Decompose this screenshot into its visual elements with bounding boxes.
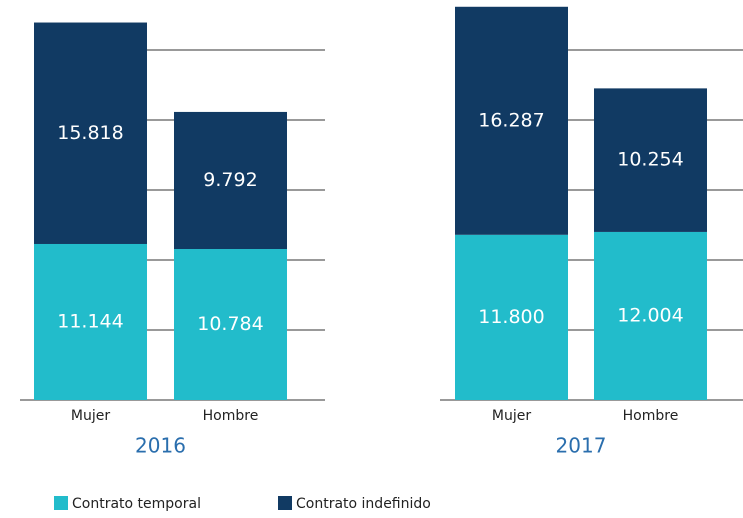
bar-segment (455, 234, 568, 400)
bar-segment (594, 88, 707, 232)
x-tick-label: Hombre (623, 408, 679, 424)
bar-segment (34, 243, 147, 400)
bar-segment (174, 111, 287, 250)
value-label: 10.254 (617, 149, 683, 171)
legend-label: Contrato indefinido (296, 496, 431, 512)
bar-segment (594, 231, 707, 400)
chart-title: 2016 (135, 434, 186, 458)
x-tick-label: Hombre (203, 408, 259, 424)
value-label: 12.004 (617, 304, 683, 326)
value-label: 11.800 (478, 306, 544, 328)
legend-label: Contrato temporal (72, 496, 201, 512)
legend-swatch (278, 496, 292, 510)
x-tick-label: Mujer (492, 408, 531, 424)
value-label: 16.287 (478, 109, 544, 131)
value-label: 10.784 (197, 313, 263, 335)
legend-swatch (54, 496, 68, 510)
value-label: 15.818 (57, 122, 123, 144)
chart-title: 2017 (556, 434, 607, 458)
value-label: 9.792 (203, 169, 257, 191)
bar-segment (174, 249, 287, 400)
bar-segment (455, 6, 568, 235)
bar-segment (34, 22, 147, 244)
value-label: 11.144 (57, 310, 123, 332)
x-tick-label: Mujer (71, 408, 110, 424)
